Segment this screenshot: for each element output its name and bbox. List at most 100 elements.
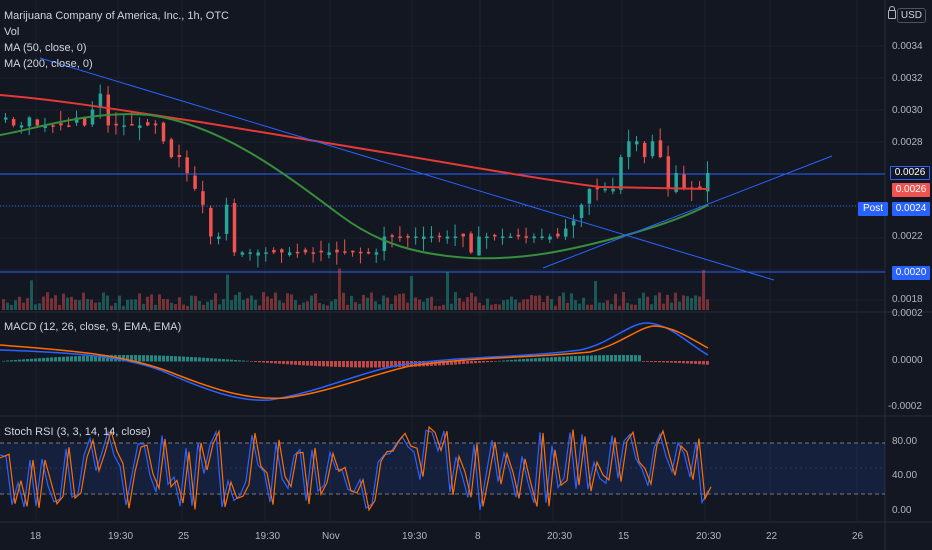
macd-histogram-bar	[506, 360, 509, 362]
volume-bar	[294, 300, 297, 310]
volume-bar	[126, 299, 129, 310]
volume-bar	[310, 295, 313, 310]
volume-bar	[550, 299, 553, 310]
macd-histogram-bar	[386, 361, 389, 368]
volume-bar	[194, 295, 197, 310]
volume-bar	[446, 271, 449, 310]
volume-bar	[106, 295, 109, 310]
macd-histogram-bar	[310, 361, 313, 366]
macd-histogram-bar	[458, 361, 461, 365]
macd-histogram-bar	[34, 358, 37, 362]
volume-bar	[438, 305, 441, 310]
candle-body	[248, 252, 253, 254]
macd-histogram-bar	[474, 361, 477, 364]
macd-histogram-bar	[546, 357, 549, 362]
macd-histogram-bar	[414, 361, 417, 367]
volume-bar	[474, 296, 477, 310]
macd-histogram-bar	[330, 361, 333, 367]
volume-bar	[94, 302, 97, 310]
volume-bar	[366, 297, 369, 310]
macd-histogram-bar	[214, 358, 217, 362]
macd-histogram-bar	[2, 360, 5, 362]
stoch-rsi-title[interactable]: Stoch RSI (3, 3, 14, 14, close)	[4, 426, 151, 438]
volume-bar	[706, 299, 709, 310]
candle-body	[493, 234, 497, 237]
candle-body	[224, 204, 229, 234]
volume-bar	[658, 292, 661, 310]
macd-histogram-bar	[134, 355, 137, 362]
volume-bar	[150, 294, 153, 310]
macd-histogram-bar	[382, 361, 385, 368]
volume-bar	[10, 304, 13, 310]
candle-body	[398, 236, 402, 238]
candle-body	[556, 233, 560, 237]
price-label: 0.0028	[892, 137, 923, 148]
volume-bar	[62, 293, 65, 310]
volume-bar	[322, 304, 325, 310]
macd-histogram-bar	[278, 361, 281, 364]
candle-body	[453, 236, 458, 238]
lock-icon[interactable]	[888, 6, 896, 19]
macd-histogram-bar	[626, 355, 629, 362]
macd-histogram-bar	[354, 361, 357, 368]
ma200-indicator-label[interactable]: MA (200, close, 0)	[4, 58, 93, 70]
macd-histogram-bar	[418, 361, 421, 367]
candle-body	[437, 235, 442, 238]
currency-button[interactable]: USD	[896, 8, 926, 23]
volume-bar	[614, 293, 617, 310]
macd-histogram-bar	[562, 356, 565, 362]
candle-body	[406, 236, 410, 238]
volume-bar	[490, 304, 493, 310]
volume-bar	[394, 295, 397, 310]
candle-body	[35, 119, 40, 126]
macd-histogram-bar	[286, 361, 289, 365]
time-label: Nov	[322, 531, 340, 542]
volume-bar	[162, 299, 165, 310]
macd-histogram-bar	[274, 361, 277, 364]
candle-body	[374, 252, 379, 255]
macd-histogram-bar	[362, 361, 365, 368]
volume-bar	[534, 295, 537, 310]
macd-histogram-bar	[614, 355, 617, 362]
candle-body	[11, 119, 16, 126]
macd-histogram-bar	[62, 356, 65, 362]
ma50-indicator-label[interactable]: MA (50, close, 0)	[4, 42, 87, 54]
candle-body	[177, 154, 182, 158]
macd-title[interactable]: MACD (12, 26, close, 9, EMA, EMA)	[4, 321, 182, 333]
candle-body	[98, 93, 103, 108]
candle-body	[366, 251, 371, 254]
macd-histogram-bar	[610, 355, 613, 362]
macd-histogram-bar	[254, 361, 257, 362]
candle-body	[232, 203, 237, 253]
candle-body	[209, 207, 213, 237]
candle-body	[327, 252, 331, 255]
macd-histogram-bar	[514, 359, 517, 362]
vol-indicator-label[interactable]: Vol	[4, 26, 20, 38]
macd-histogram-bar	[70, 356, 73, 362]
candle-body	[485, 236, 489, 238]
macd-histogram-bar	[658, 361, 661, 363]
macd-histogram-bar	[606, 355, 609, 362]
macd-histogram-bar	[162, 355, 165, 362]
macd-histogram-bar	[190, 356, 193, 362]
symbol-title[interactable]: Marijuana Company of America, Inc., 1h, …	[4, 10, 229, 22]
macd-histogram-bar	[210, 358, 213, 362]
volume-bar	[298, 304, 301, 310]
volume-bar	[346, 304, 349, 310]
volume-bar	[354, 302, 357, 310]
candle-body	[106, 94, 111, 126]
candle-body	[674, 173, 678, 192]
macd-histogram-bar	[158, 355, 161, 362]
candle-body	[469, 233, 473, 253]
volume-bar	[198, 300, 201, 310]
volume-bar	[470, 292, 473, 310]
volume-bar	[166, 299, 169, 310]
volume-bar	[230, 300, 233, 310]
volume-bar	[674, 292, 677, 310]
volume-bar	[154, 304, 157, 310]
macd-histogram-bar	[174, 356, 177, 362]
macd-histogram-bar	[570, 356, 573, 362]
volume-bar	[110, 305, 113, 310]
macd-histogram-bar	[566, 356, 569, 362]
